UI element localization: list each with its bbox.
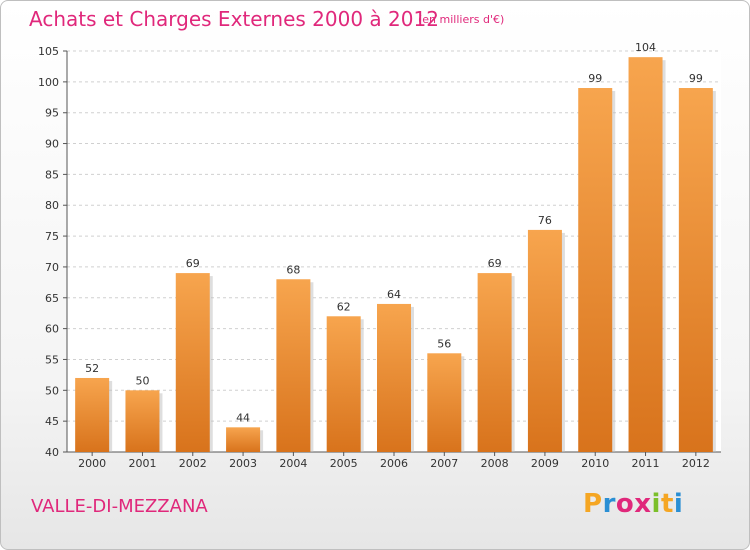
- logo-letter: x: [634, 489, 652, 519]
- chart-subtitle: (en milliers d'€): [418, 13, 505, 26]
- bar: [125, 390, 160, 452]
- y-tick-label: 100: [38, 76, 59, 89]
- x-tick-label: 2005: [330, 457, 358, 470]
- bar: [628, 57, 663, 453]
- logo-letter: i: [673, 489, 684, 519]
- x-tick-label: 2011: [632, 457, 660, 470]
- logo-letter: t: [660, 489, 674, 519]
- y-tick-label: 65: [45, 292, 59, 305]
- bar-value-label: 52: [85, 362, 99, 375]
- bar-value-label: 64: [387, 288, 401, 301]
- logo-letter: o: [615, 489, 635, 519]
- y-tick-label: 60: [45, 323, 59, 336]
- x-tick-label: 2009: [531, 457, 559, 470]
- y-tick-label: 45: [45, 415, 59, 428]
- proxiti-logo: Proxiti: [583, 489, 683, 519]
- x-tick-label: 2007: [430, 457, 458, 470]
- bar-value-label: 76: [538, 214, 552, 227]
- x-tick-label: 2002: [179, 457, 207, 470]
- x-tick-label: 2006: [380, 457, 408, 470]
- y-tick-label: 50: [45, 384, 59, 397]
- logo-letter: P: [583, 489, 603, 519]
- bar-value-label: 69: [186, 257, 200, 270]
- logo-letter: r: [602, 489, 616, 519]
- y-tick-label: 95: [45, 107, 59, 120]
- bar: [427, 353, 462, 452]
- bar: [276, 279, 311, 452]
- bar: [175, 273, 210, 452]
- x-tick-label: 2010: [581, 457, 609, 470]
- bar: [326, 316, 361, 452]
- y-tick-label: 105: [38, 45, 59, 58]
- bar-value-label: 99: [588, 72, 602, 85]
- x-tick-label: 2003: [229, 457, 257, 470]
- bar-value-label: 44: [236, 411, 250, 424]
- x-tick-label: 2000: [78, 457, 106, 470]
- logo-letter: i: [651, 489, 661, 519]
- bar: [477, 273, 512, 452]
- y-tick-label: 75: [45, 230, 59, 243]
- bar-value-label: 69: [488, 257, 502, 270]
- bar-value-label: 99: [689, 72, 703, 85]
- bar-value-label: 56: [437, 337, 451, 350]
- x-tick-label: 2004: [279, 457, 307, 470]
- y-tick-label: 40: [45, 446, 59, 459]
- location-name: VALLE-DI-MEZZANA: [31, 496, 208, 517]
- bar-value-label: 104: [635, 41, 656, 54]
- y-tick-label: 70: [45, 261, 59, 274]
- x-tick-label: 2008: [481, 457, 509, 470]
- y-tick-label: 90: [45, 138, 59, 151]
- bar: [377, 303, 411, 452]
- x-tick-label: 2001: [128, 457, 156, 470]
- y-tick-label: 55: [45, 353, 59, 366]
- y-tick-label: 85: [45, 168, 59, 181]
- bar-value-label: 50: [135, 374, 149, 387]
- bar-value-label: 68: [286, 263, 300, 276]
- bar: [527, 229, 562, 452]
- bar-value-label: 62: [337, 300, 351, 313]
- y-tick-label: 80: [45, 199, 59, 212]
- chart-title: Achats et Charges Externes 2000 à 2012: [29, 7, 439, 31]
- bar: [678, 88, 713, 452]
- bar: [578, 88, 613, 452]
- bar: [75, 377, 110, 452]
- x-tick-label: 2012: [682, 457, 710, 470]
- bar: [226, 427, 261, 452]
